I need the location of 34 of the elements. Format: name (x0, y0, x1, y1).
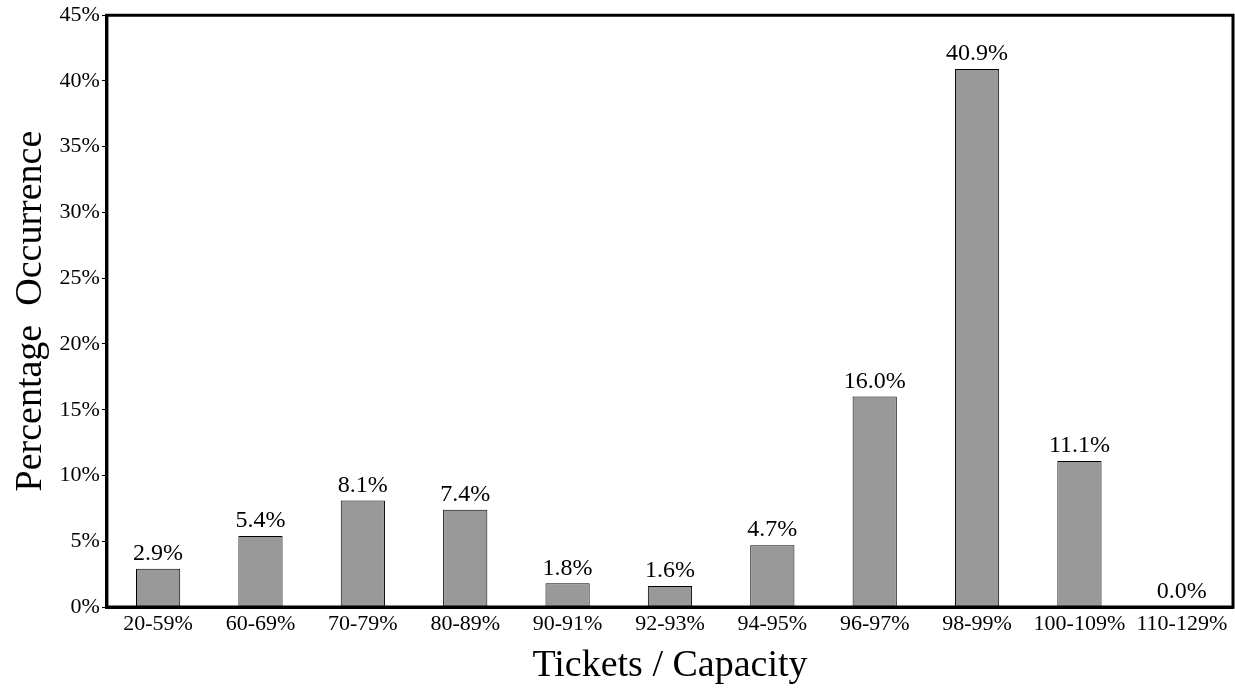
y-axis-title: Percentage Occurrence (6, 130, 49, 492)
y-tick-label: 5% (70, 527, 100, 553)
x-tick-label: 60-69% (225, 609, 296, 635)
y-tick-label: 35% (59, 132, 100, 158)
data-label: 4.7% (747, 515, 798, 542)
x-tick-label: 110-129% (1136, 609, 1228, 635)
data-label: 11.1% (1048, 431, 1110, 458)
y-tick-label: 25% (59, 264, 100, 289)
x-tick-label: 92-93% (635, 609, 705, 635)
y-tick-label: 45% (59, 0, 100, 26)
y-tick-label: 0% (70, 592, 100, 618)
y-tick-label: 10% (59, 461, 100, 487)
data-label: 40.9% (946, 39, 1009, 66)
x-tick-label: 100-109% (1033, 609, 1126, 635)
y-tick-label: 40% (59, 66, 100, 92)
x-tick-label: 90-91% (532, 609, 603, 635)
y-tick-label: 30% (59, 198, 100, 224)
data-label: 8.1% (337, 470, 388, 497)
data-label: 1.6% (644, 556, 695, 583)
x-tick-label: 98-99% (942, 609, 1012, 635)
data-label: 5.4% (235, 506, 286, 533)
data-label: 0.0% (1156, 577, 1207, 604)
data-label: 16.0% (843, 366, 906, 393)
x-axis-title: Tickets / Capacity (532, 642, 808, 685)
data-label: 7.4% (440, 479, 491, 506)
data-label: 1.8% (542, 553, 593, 580)
x-tick-label: 96-97% (839, 609, 910, 635)
data-label: 2.9% (133, 539, 184, 566)
x-tick-label: 70-79% (328, 609, 398, 635)
x-tick-label: 80-89% (430, 609, 501, 635)
y-tick-label: 20% (59, 329, 100, 355)
y-tick-label: 15% (59, 395, 100, 421)
x-tick-label: 94-95% (737, 609, 808, 635)
x-tick-label: 20-59% (123, 609, 193, 635)
